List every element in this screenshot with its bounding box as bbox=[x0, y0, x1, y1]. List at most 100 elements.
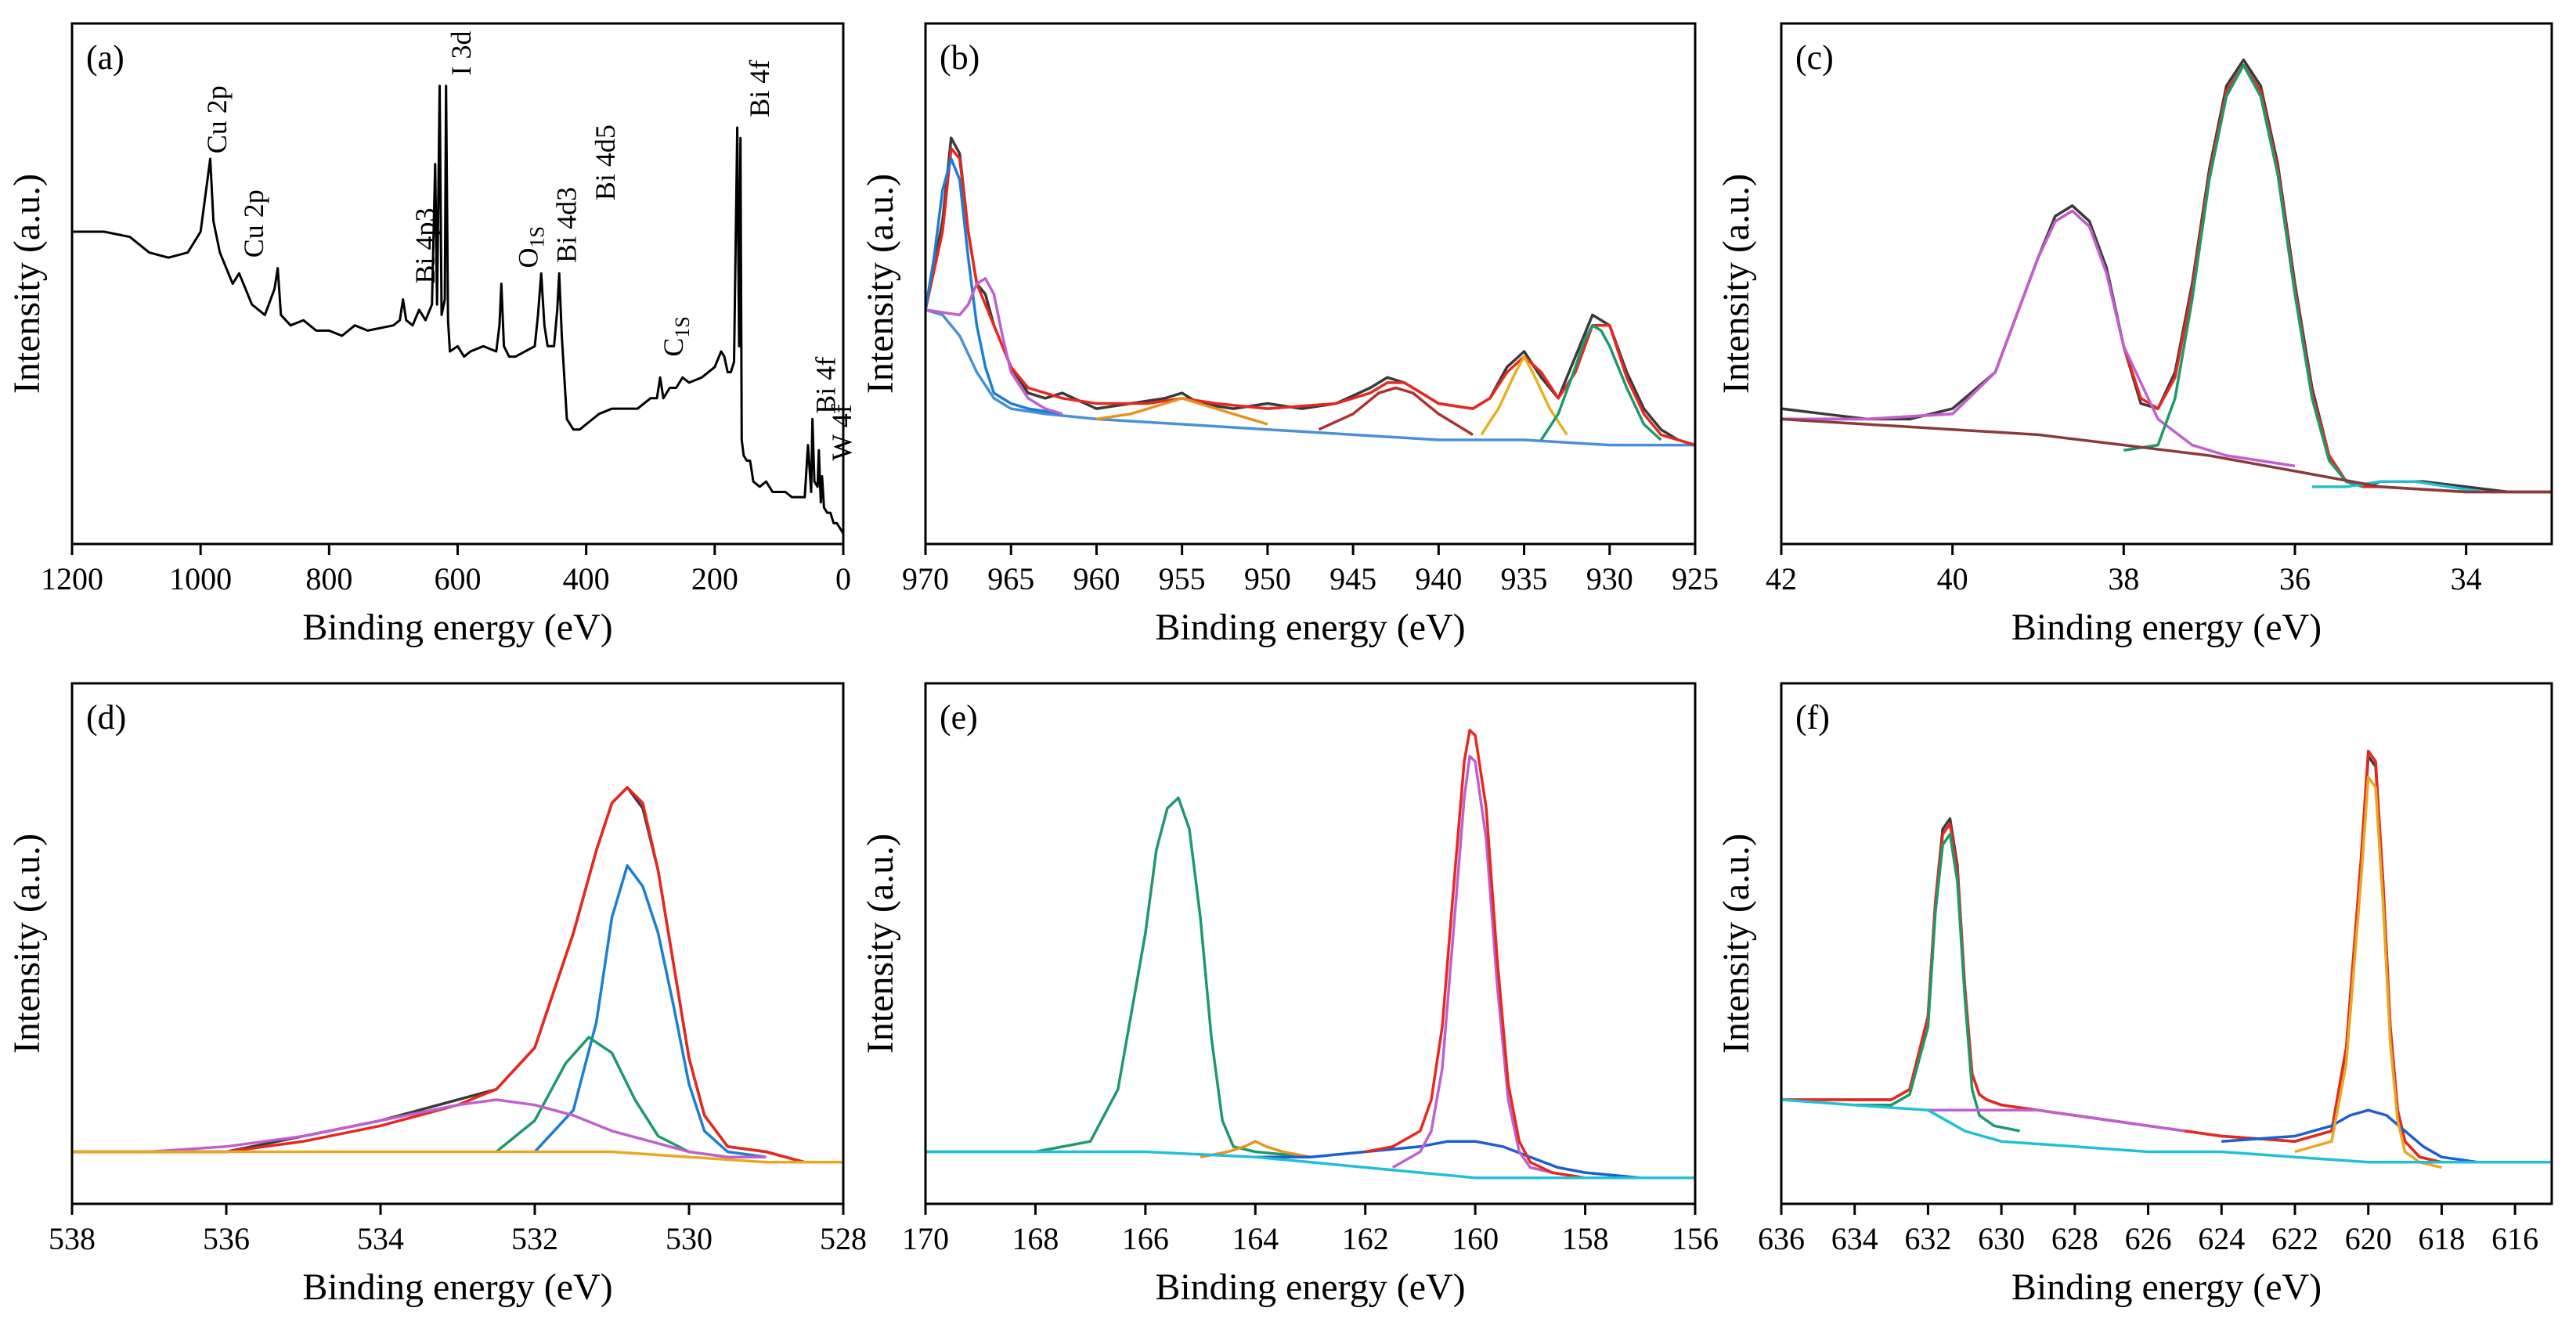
panel-label: (d) bbox=[86, 698, 126, 737]
x-tick-label: 156 bbox=[1672, 1221, 1719, 1256]
x-tick-label: 1000 bbox=[169, 561, 232, 596]
series-background bbox=[1780, 1098, 2552, 1164]
x-tick-label: 42 bbox=[1766, 561, 1797, 596]
series-fit-envelope bbox=[924, 146, 1696, 447]
x-tick-label: 632 bbox=[1904, 1221, 1951, 1256]
peak-annotation: C1S bbox=[658, 316, 694, 356]
peak-annotation: Bi 4f bbox=[744, 60, 775, 117]
x-tick-label: 600 bbox=[435, 561, 482, 596]
x-tick-label: 960 bbox=[1073, 561, 1120, 596]
x-tick-label: 940 bbox=[1415, 561, 1462, 596]
x-axis-title: Binding energy (eV) bbox=[2011, 1266, 2322, 1308]
series-fit-envelope bbox=[1365, 729, 1695, 1180]
panel-label: (a) bbox=[86, 38, 124, 77]
y-axis-title: Intensity (a.u.) bbox=[6, 174, 48, 394]
panel-f: 636 634 632 630 628 626 624 622 620 618 616 Binding… bbox=[1716, 682, 2553, 1308]
panel-a: 1200 1000 800 600 400 200 0 Binding energy (eV)… bbox=[6, 22, 857, 648]
x-tick-label: 160 bbox=[1452, 1221, 1499, 1256]
x-tick-label: 950 bbox=[1244, 561, 1291, 596]
series-peak-3 bbox=[2221, 1108, 2479, 1164]
x-tick-label: 162 bbox=[1342, 1221, 1389, 1256]
x-tick-label: 36 bbox=[2279, 561, 2311, 596]
x-tick-label: 530 bbox=[666, 1221, 713, 1256]
series-survey bbox=[72, 85, 845, 535]
x-tick-label: 628 bbox=[2051, 1221, 2098, 1256]
plot-frame bbox=[1780, 22, 2553, 546]
panel-label: (c) bbox=[1795, 38, 1834, 77]
series-peak-4 bbox=[2294, 775, 2442, 1169]
x-tick-label: 636 bbox=[1758, 1221, 1805, 1256]
x-tick-label: 38 bbox=[2108, 561, 2139, 596]
series-peak-2 bbox=[1200, 1140, 1311, 1158]
plot-frame bbox=[924, 682, 1697, 1205]
series-peak-1 bbox=[1781, 209, 2296, 468]
series-peak-2 bbox=[1928, 1108, 2185, 1133]
x-tick-label: 166 bbox=[1122, 1221, 1169, 1256]
x-axis-title: Binding energy (eV) bbox=[1155, 607, 1465, 648]
x-axis-title: Binding energy (eV) bbox=[302, 607, 612, 648]
x-tick-label: 158 bbox=[1562, 1221, 1609, 1256]
series-peak-2 bbox=[495, 1036, 728, 1158]
x-tick-label: 616 bbox=[2491, 1221, 2538, 1256]
series-peak-5 bbox=[1480, 355, 1568, 436]
series-background bbox=[72, 1150, 843, 1164]
x-tick-label: 930 bbox=[1586, 561, 1633, 596]
peak-annotation: I 3d bbox=[446, 31, 477, 76]
x-tick-label: 1200 bbox=[41, 561, 103, 596]
series-fit-envelope bbox=[1781, 63, 2552, 494]
series-peak-6 bbox=[1539, 323, 1662, 441]
peak-annotation: Bi 4d5 bbox=[590, 124, 621, 200]
x-tick-label: 0 bbox=[835, 561, 851, 596]
series-peak-1 bbox=[1854, 833, 2020, 1133]
series-background bbox=[925, 308, 1695, 447]
series-peak-1 bbox=[925, 796, 1311, 1158]
panel-label: (e) bbox=[940, 698, 978, 737]
series-peak-3 bbox=[1255, 1140, 1695, 1180]
x-tick-label: 630 bbox=[1978, 1221, 2025, 1256]
peak-annotation: Bi 4p3 bbox=[409, 207, 441, 283]
x-tick-label: 634 bbox=[1831, 1221, 1878, 1256]
series-peak-2 bbox=[2123, 63, 2365, 488]
x-tick-label: 945 bbox=[1329, 561, 1376, 596]
x-tick-label: 400 bbox=[563, 561, 610, 596]
x-tick-label: 168 bbox=[1012, 1221, 1059, 1256]
series-peak-4 bbox=[1391, 755, 1586, 1180]
peak-annotation: Cu 2p bbox=[201, 85, 233, 153]
peak-annotation: Bi 4f bbox=[810, 357, 841, 414]
y-axis-title: Intensity (a.u.) bbox=[1716, 174, 1757, 394]
x-axis-title: Binding energy (eV) bbox=[2011, 607, 2322, 648]
y-axis-title: Intensity (a.u.) bbox=[860, 834, 901, 1054]
series-raw bbox=[924, 136, 1696, 447]
panel-e: 170 168 166 164 162 160 158 156 Binding energy (… bbox=[860, 682, 1719, 1308]
series-peak-3 bbox=[1096, 397, 1268, 426]
x-tick-label: 624 bbox=[2198, 1221, 2245, 1256]
panel-b: 970 965 960 955 950 945 940 935 930 925 Binding en… bbox=[860, 22, 1719, 648]
x-axis-title: Binding energy (eV) bbox=[1155, 1266, 1465, 1308]
peak-annotation: W 4f bbox=[826, 404, 857, 460]
panel-label: (f) bbox=[1795, 698, 1830, 737]
series-peak-4 bbox=[1318, 386, 1474, 436]
plot-frame bbox=[924, 22, 1697, 546]
plot-frame bbox=[70, 682, 845, 1205]
panel-d: 538 536 534 532 530 528 Binding energy (eV) Int… bbox=[6, 682, 867, 1308]
x-tick-label: 532 bbox=[511, 1221, 558, 1256]
x-tick-label: 170 bbox=[902, 1221, 949, 1256]
x-tick-label: 935 bbox=[1501, 561, 1548, 596]
x-tick-label: 40 bbox=[1937, 561, 1968, 596]
x-tick-label: 164 bbox=[1232, 1221, 1279, 1256]
x-tick-label: 536 bbox=[203, 1221, 250, 1256]
x-tick-label: 970 bbox=[902, 561, 949, 596]
y-axis-title: Intensity (a.u.) bbox=[6, 834, 48, 1054]
x-tick-label: 925 bbox=[1672, 561, 1719, 596]
series-peak-3 bbox=[2311, 480, 2484, 494]
x-tick-label: 955 bbox=[1159, 561, 1206, 596]
x-tick-label: 800 bbox=[305, 561, 352, 596]
peak-annotation: Cu 2p bbox=[238, 189, 269, 258]
x-tick-label: 528 bbox=[820, 1221, 867, 1256]
series-peak-2 bbox=[925, 277, 1063, 416]
x-tick-label: 34 bbox=[2451, 561, 2482, 596]
x-tick-label: 200 bbox=[691, 561, 738, 596]
series-peak-1 bbox=[533, 864, 767, 1158]
series-peak-3 bbox=[149, 1098, 767, 1158]
